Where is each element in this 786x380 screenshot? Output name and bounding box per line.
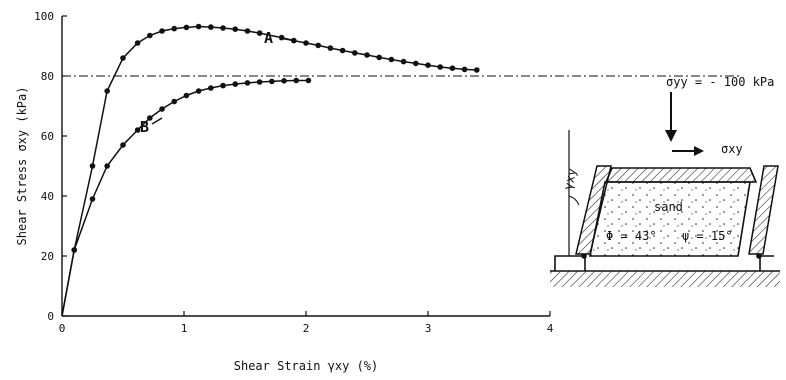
phi-label: Φ = 43° — [606, 229, 657, 243]
point-a-20 — [327, 45, 334, 51]
point-a-26 — [400, 58, 407, 65]
x-tick-label-3: 3 — [425, 322, 432, 335]
y-axis-label: Shear Stress σxy (kPa) — [15, 87, 29, 246]
point-a-31 — [461, 66, 468, 73]
normal-stress-arrow-head — [665, 130, 677, 142]
series-line-a — [61, 25, 477, 317]
point-a-25 — [388, 56, 395, 63]
point-b-14 — [244, 80, 251, 86]
point-a-22 — [352, 50, 358, 56]
point-a-18 — [303, 40, 309, 46]
base-step — [554, 255, 586, 271]
point-b-15 — [256, 79, 263, 85]
direct-shear-schematic: γxy σyy = - 100 kPa σxy sand Φ = 43° ψ =… — [550, 75, 780, 287]
point-b-4 — [120, 142, 126, 148]
curve-label-a: A — [264, 29, 273, 47]
point-b-11 — [208, 85, 214, 91]
point-b-6 — [147, 115, 153, 121]
strain-label: γxy — [561, 167, 579, 191]
point-a-30 — [449, 65, 456, 71]
point-b-13 — [232, 81, 239, 87]
y-tick-label-1: 20 — [41, 250, 54, 263]
point-a-5 — [134, 40, 141, 46]
left-pin — [581, 253, 587, 259]
point-a-32 — [474, 67, 480, 73]
point-a-15 — [256, 30, 263, 36]
point-b-8 — [171, 98, 178, 105]
point-b-1 — [71, 247, 77, 253]
point-b-19 — [305, 77, 312, 84]
sand-body — [589, 181, 751, 257]
normal-stress-label: σyy = - 100 kPa — [666, 75, 774, 89]
right-pin — [756, 253, 762, 259]
x-tick-label-1: 1 — [181, 322, 188, 335]
x-tick-label-0: 0 — [59, 322, 66, 335]
point-b-5 — [134, 127, 141, 133]
point-b-3 — [104, 163, 110, 169]
point-a-23 — [364, 52, 370, 58]
material-label: sand — [654, 200, 683, 214]
right-wall — [748, 165, 779, 255]
point-a-10 — [195, 23, 202, 30]
curve-label-b-leader — [151, 117, 163, 125]
curve-label-b: B — [140, 118, 149, 136]
point-b-17 — [281, 78, 287, 84]
base-step-right — [759, 255, 774, 271]
left-wall — [575, 165, 612, 255]
y-tick-label-5: 100 — [34, 10, 54, 23]
point-a-19 — [315, 42, 322, 49]
y-tick-label-4: 80 — [41, 70, 54, 83]
point-b-2 — [89, 196, 96, 202]
point-b-12 — [220, 82, 226, 89]
point-a-21 — [339, 47, 346, 54]
point-a-14 — [244, 28, 251, 34]
y-tick-label-2: 40 — [41, 190, 54, 203]
point-a-24 — [376, 54, 383, 61]
y-tick-label-0: 0 — [47, 310, 54, 323]
point-a-27 — [413, 60, 419, 67]
series-line-b — [61, 79, 309, 317]
shear-stress-arrow-head — [694, 146, 704, 156]
x-tick-label-2: 2 — [303, 322, 310, 335]
curve-label-a-leader — [279, 37, 297, 42]
point-a-9 — [183, 24, 190, 31]
psi-label: ψ = 15° — [682, 229, 733, 243]
point-a-2 — [89, 163, 96, 169]
point-a-3 — [104, 88, 110, 94]
y-tick-label-3: 60 — [41, 130, 54, 143]
point-b-9 — [183, 92, 190, 99]
top-platen — [604, 167, 758, 183]
point-b-7 — [159, 106, 165, 112]
point-b-10 — [195, 88, 202, 94]
point-b-16 — [269, 78, 275, 85]
point-a-12 — [220, 25, 226, 31]
shear-stress-label: σxy — [721, 142, 743, 156]
point-a-11 — [208, 24, 214, 30]
point-a-29 — [437, 64, 444, 70]
point-a-6 — [147, 32, 153, 39]
point-b-18 — [293, 77, 300, 84]
point-a-7 — [159, 28, 165, 34]
x-axis-label: Shear Strain γxy (%) — [234, 359, 379, 373]
point-a-28 — [425, 62, 431, 68]
x-tick-label-4: 4 — [547, 322, 554, 335]
shear-stress-strain-chart: 0 1 2 3 4 0 20 40 60 80 100 A B Shear Stress σxy … — [15, 10, 742, 373]
y-ticks: 0 20 40 60 80 100 — [34, 10, 67, 323]
x-ticks: 0 1 2 3 4 — [59, 311, 554, 335]
point-a-13 — [232, 26, 239, 32]
point-a-8 — [171, 25, 178, 32]
series-layer — [61, 23, 480, 317]
ground-hatch — [550, 271, 780, 287]
point-a-4 — [120, 55, 126, 61]
strain-angle-arc — [568, 195, 580, 206]
